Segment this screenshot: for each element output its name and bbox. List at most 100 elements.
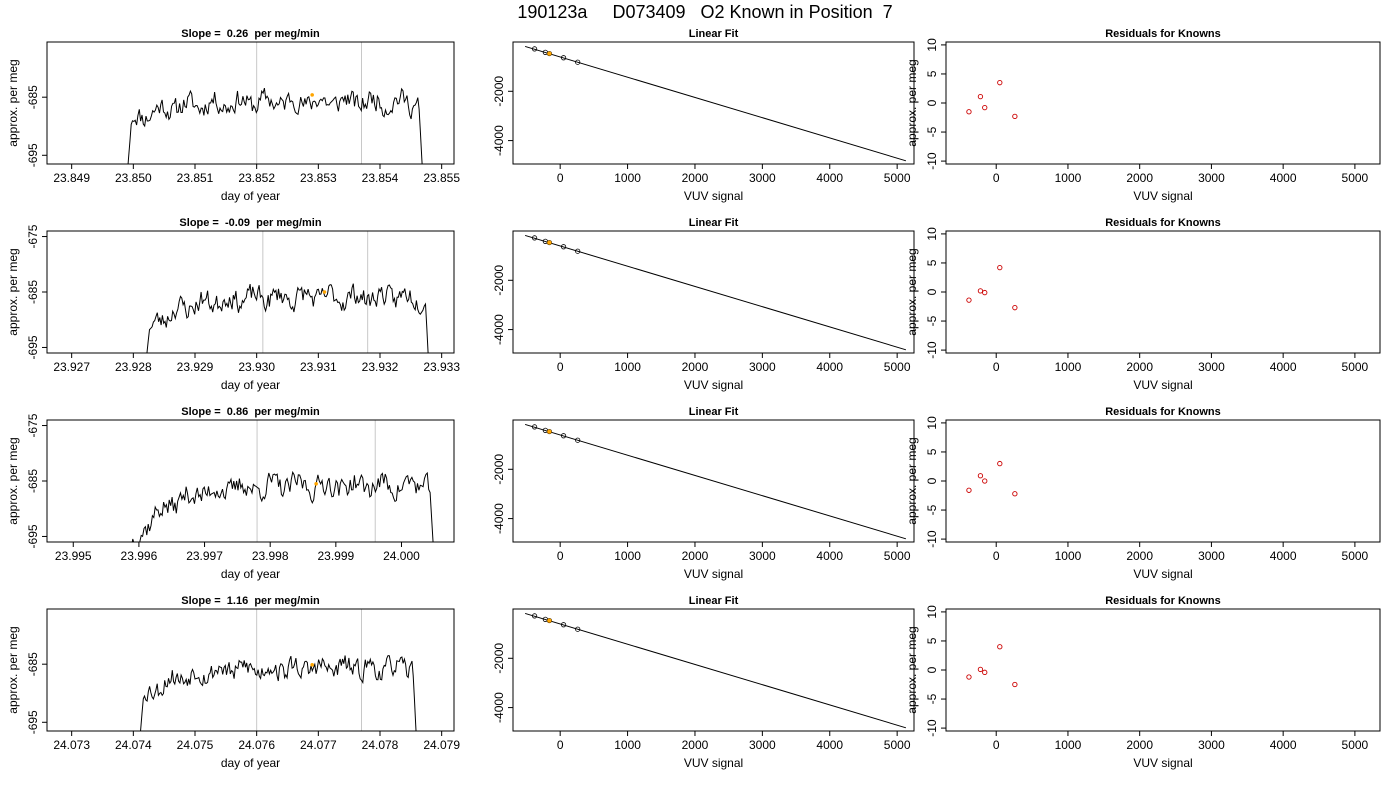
x-tick-label: 5000 (1342, 360, 1369, 374)
fit-point (531, 613, 538, 619)
x-tick-label: 5000 (884, 360, 911, 374)
x-tick-label: 1000 (1055, 738, 1082, 752)
y-tick-label: 0 (925, 288, 939, 295)
y-tick-label: -695 (26, 143, 40, 167)
panel-grid: Slope = 0.26 per meg/min 23.849 23.850 23.8… (6, 28, 1381, 770)
plot-frame (46, 41, 455, 165)
x-axis-label: day of year (221, 567, 280, 581)
fit-marker (547, 51, 552, 56)
plot-frame (945, 230, 1381, 354)
y-axis-label: approx. per meg (905, 437, 919, 524)
residual-point (966, 674, 972, 680)
panel-title: Linear Fit (689, 28, 739, 40)
panel-r2-c0: Slope = 0.86 per meg/min 23.995 23.996 23.9… (6, 406, 455, 581)
x-tick-label: 1000 (614, 549, 641, 563)
fit-marker (547, 429, 552, 434)
panel-r2-c1: Linear Fit 0 1000 2000 3000 4000 5000 -4000 -200… (492, 406, 915, 581)
residual-point (966, 109, 972, 115)
y-tick-label: -2000 (492, 76, 506, 107)
residual-point (982, 104, 988, 111)
x-axis-label: VUV signal (1133, 378, 1192, 392)
x-tick-label: 23.850 (115, 171, 152, 185)
signal-trace (127, 87, 423, 164)
x-tick-label: 1000 (1055, 171, 1082, 185)
x-tick-label: 1000 (614, 171, 641, 185)
y-tick-label: -695 (26, 710, 40, 734)
x-tick-label: 2000 (1126, 549, 1153, 563)
x-tick-label: 3000 (749, 549, 776, 563)
y-tick-label: -2000 (492, 643, 506, 674)
plot-area (127, 42, 423, 164)
fit-point (560, 622, 567, 628)
x-axis-label: day of year (221, 189, 280, 203)
x-tick-label: 23.998 (252, 549, 289, 563)
x-tick-label: 24.077 (300, 738, 337, 752)
x-axis-label: VUV signal (1133, 567, 1192, 581)
x-tick-label: 4000 (816, 549, 843, 563)
x-tick-label: 23.849 (53, 171, 90, 185)
residual-point (1012, 491, 1018, 497)
y-tick-label: -5 (925, 693, 939, 704)
y-tick-label: -4000 (492, 503, 506, 534)
plot-frame (46, 419, 455, 543)
y-tick-label: 10 (925, 605, 939, 619)
sample-marker (310, 93, 314, 97)
fit-point (531, 235, 538, 241)
residual-point (977, 473, 984, 479)
plot-area (524, 612, 907, 729)
plot-area (524, 45, 907, 162)
x-tick-label: 24.076 (238, 738, 275, 752)
x-tick-label: 23.931 (300, 360, 337, 374)
y-axis-label: approx. per meg (6, 59, 20, 146)
signal-trace (131, 470, 434, 542)
residual-point (982, 289, 988, 296)
residual-point (997, 644, 1003, 650)
plot-frame (46, 608, 455, 732)
panel-r3-c0: Slope = 1.16 per meg/min 24.073 24.074 24.0… (6, 595, 460, 770)
y-tick-label: 0 (925, 99, 939, 106)
y-tick-label: -10 (925, 341, 939, 359)
panel-title: Slope = 0.26 per meg/min (181, 28, 320, 40)
y-axis-label: approx. per meg (6, 248, 20, 335)
x-tick-label: 24.079 (423, 738, 460, 752)
x-tick-label: 4000 (1270, 549, 1297, 563)
x-axis-label: day of year (221, 756, 280, 770)
plot-area (524, 234, 907, 351)
x-tick-label: 23.854 (362, 171, 399, 185)
y-tick-label: -675 (26, 413, 40, 437)
x-tick-label: 3000 (749, 171, 776, 185)
x-tick-label: 1000 (614, 738, 641, 752)
x-axis-label: VUV signal (684, 756, 743, 770)
panel-title: Residuals for Knowns (1105, 595, 1221, 607)
panel-title: Linear Fit (689, 595, 739, 607)
x-axis-label: VUV signal (684, 378, 743, 392)
x-tick-label: 2000 (682, 360, 709, 374)
x-tick-label: 5000 (884, 549, 911, 563)
plot-frame (512, 419, 915, 543)
fit-point (546, 50, 552, 57)
x-tick-label: 3000 (1198, 171, 1225, 185)
residual-point (997, 460, 1003, 467)
y-axis-label: approx. per meg (905, 626, 919, 713)
x-tick-label: 23.855 (423, 171, 460, 185)
plot-area (146, 231, 429, 353)
fit-marker (547, 618, 552, 623)
x-axis-label: VUV signal (684, 189, 743, 203)
x-tick-label: 23.997 (186, 549, 223, 563)
panel-title: Slope = 0.86 per meg/min (181, 406, 320, 418)
x-axis-label: VUV signal (1133, 189, 1192, 203)
plot-area (966, 460, 1018, 497)
x-tick-label: 23.928 (115, 360, 152, 374)
fit-point (560, 433, 567, 439)
signal-trace (140, 655, 417, 731)
fit-point (546, 617, 552, 624)
x-tick-label: 0 (993, 549, 1000, 563)
plot-area (966, 644, 1018, 688)
x-tick-label: 24.000 (383, 549, 420, 563)
plot-area (966, 80, 1018, 120)
x-tick-label: 1000 (614, 360, 641, 374)
plot-frame (945, 419, 1381, 543)
x-tick-label: 1000 (1055, 549, 1082, 563)
plot-frame (512, 230, 915, 354)
y-tick-label: 10 (925, 416, 939, 430)
